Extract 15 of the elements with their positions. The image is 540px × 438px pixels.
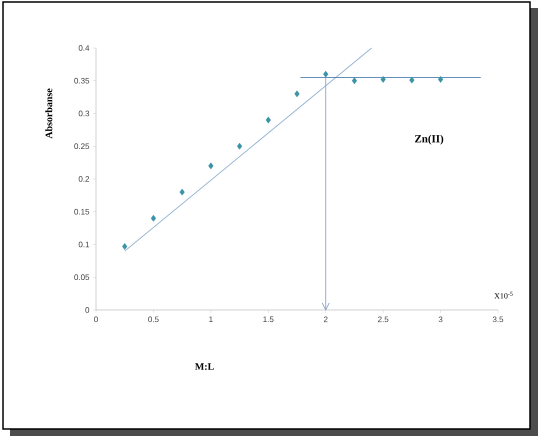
point — [266, 116, 271, 124]
point — [208, 162, 214, 170]
point — [380, 76, 386, 83]
point — [438, 76, 444, 83]
y-axis-title: Absorbanse — [45, 88, 52, 139]
point — [180, 188, 185, 196]
point — [409, 76, 414, 84]
point — [294, 90, 300, 98]
point — [122, 243, 128, 250]
point — [352, 77, 358, 84]
x-axis-title: M:L — [195, 363, 214, 370]
point — [150, 214, 156, 222]
point — [236, 142, 242, 150]
annotation: Zn(II) — [415, 134, 444, 145]
point — [323, 70, 328, 78]
